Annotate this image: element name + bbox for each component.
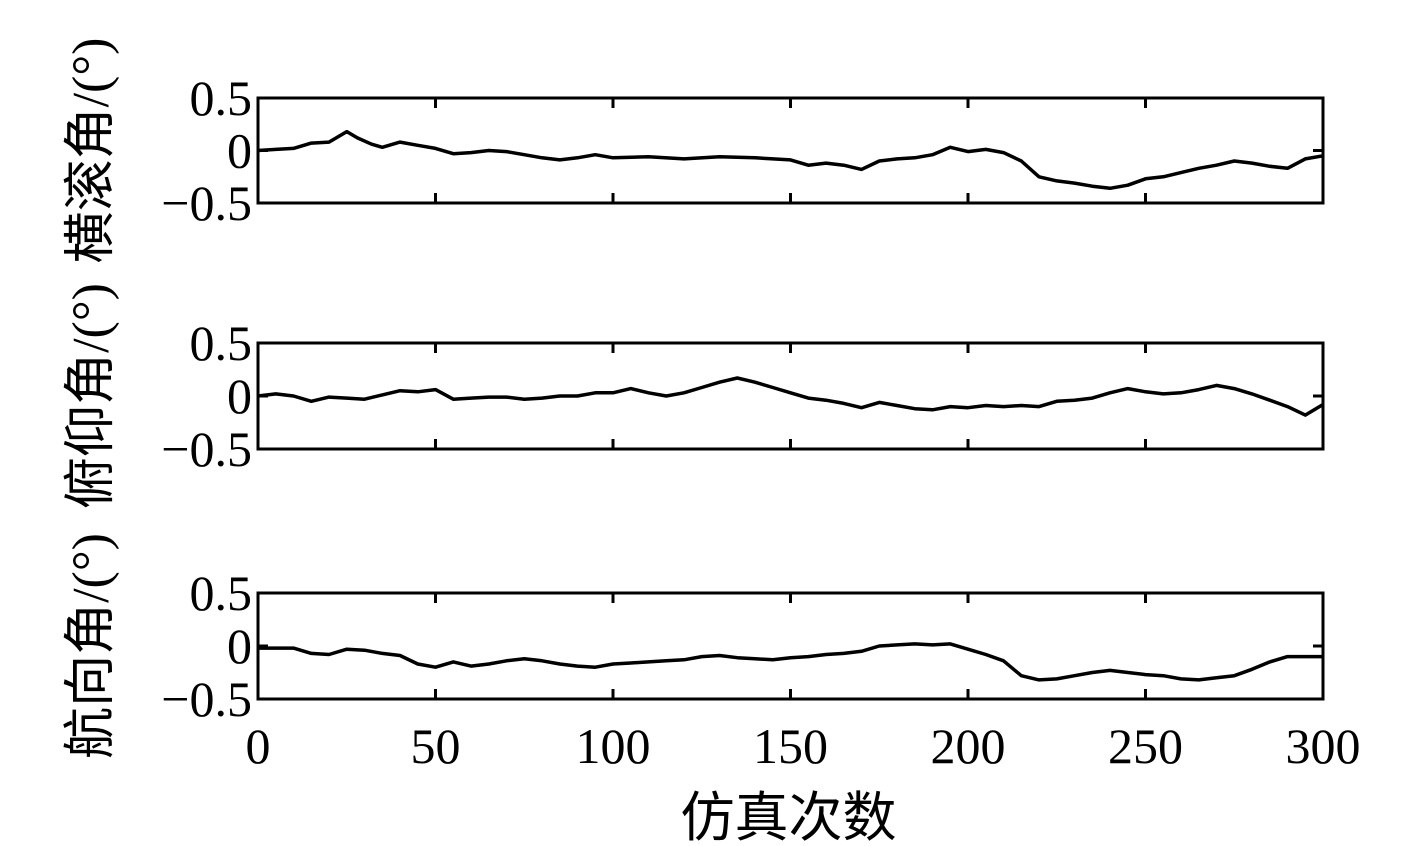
panel-2-ytick-label: −0.5 [161,421,252,477]
panel-3-frame [256,591,1325,701]
panel-2-ytick-label: 0 [227,368,252,424]
panel-2-ytick-label: 0.5 [190,315,253,371]
panel-1-ytick-label: 0 [227,123,252,179]
xtick-label-150: 150 [753,718,828,774]
panel-2-ylabel: 俯仰角/(°) [63,283,120,509]
xtick-label-0: 0 [246,718,271,774]
panel-3-ytick-label: 0.5 [190,565,253,621]
panel-1-ytick-label: −0.5 [161,175,252,231]
panel-1-frame [256,96,1325,205]
xtick-label-100: 100 [576,718,651,774]
xtick-label-250: 250 [1108,718,1183,774]
panel-1-series-line [257,129,1324,191]
x-axis-label: 仿真次数 [681,788,897,846]
xtick-label-300: 300 [1286,718,1361,774]
panel-3-series-line [258,642,1323,682]
panel-3-ytick-label: −0.5 [161,671,252,727]
xtick-label-200: 200 [931,718,1006,774]
panel-2-series-line [257,376,1324,417]
panel-1-ylabel: 横滚角/(°) [63,38,120,264]
panel-3-ytick-label: 0 [227,618,252,674]
panel-2-frame [256,341,1325,451]
panel-1-ytick-label: 0.5 [190,70,253,126]
xtick-label-50: 50 [411,718,461,774]
panel-3-ylabel: 航向角/(°) [63,533,120,759]
